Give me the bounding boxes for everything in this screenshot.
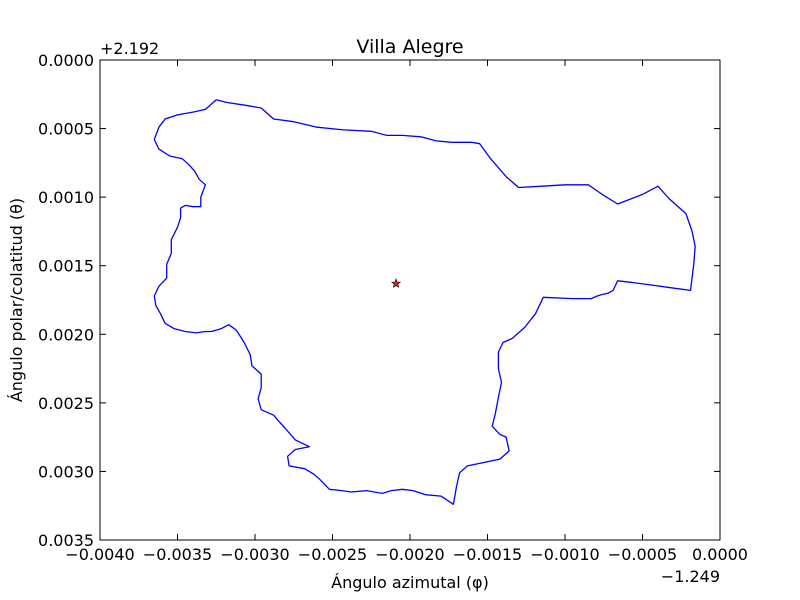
y-offset-label: +2.192 xyxy=(100,39,159,58)
x-offset-label: −1.249 xyxy=(661,567,720,586)
y-tick-label: 0.0010 xyxy=(38,188,94,207)
y-tick-label: 0.0005 xyxy=(38,120,94,139)
x-tick-label: −0.0030 xyxy=(220,545,289,564)
plot-area xyxy=(153,99,696,505)
x-axis-label: Ángulo azimutal (φ) xyxy=(331,573,489,592)
y-tick-label: 0.0025 xyxy=(38,394,94,413)
x-tick-label: −0.0005 xyxy=(608,545,677,564)
chart-title: Villa Alegre xyxy=(356,36,463,58)
y-tick-label: 0.0000 xyxy=(38,51,94,70)
y-tick-label: 0.0035 xyxy=(38,531,94,550)
y-axis: 0.0000 0.0005 0.0010 0.0015 0.0020 0.0025 0.00… xyxy=(38,51,720,550)
x-axis: −0.0040 −0.0035 −0.0030 −0.0025 −0.0020 −0.00… xyxy=(65,60,748,564)
x-tick-label: 0.0000 xyxy=(692,545,748,564)
x-tick-label: −0.0025 xyxy=(298,545,367,564)
x-tick-label: −0.0015 xyxy=(453,545,522,564)
centroid-star-marker xyxy=(390,278,402,288)
x-tick-label: −0.0035 xyxy=(143,545,212,564)
y-tick-label: 0.0030 xyxy=(38,462,94,481)
y-axis-label: Ángulo polar/colatitud (θ) xyxy=(7,198,26,402)
y-tick-label: 0.0015 xyxy=(38,257,94,276)
x-tick-label: −0.0010 xyxy=(530,545,599,564)
x-tick-label: −0.0040 xyxy=(65,545,134,564)
x-tick-label: −0.0020 xyxy=(375,545,444,564)
y-tick-label: 0.0020 xyxy=(38,325,94,344)
boundary-line xyxy=(153,99,696,505)
